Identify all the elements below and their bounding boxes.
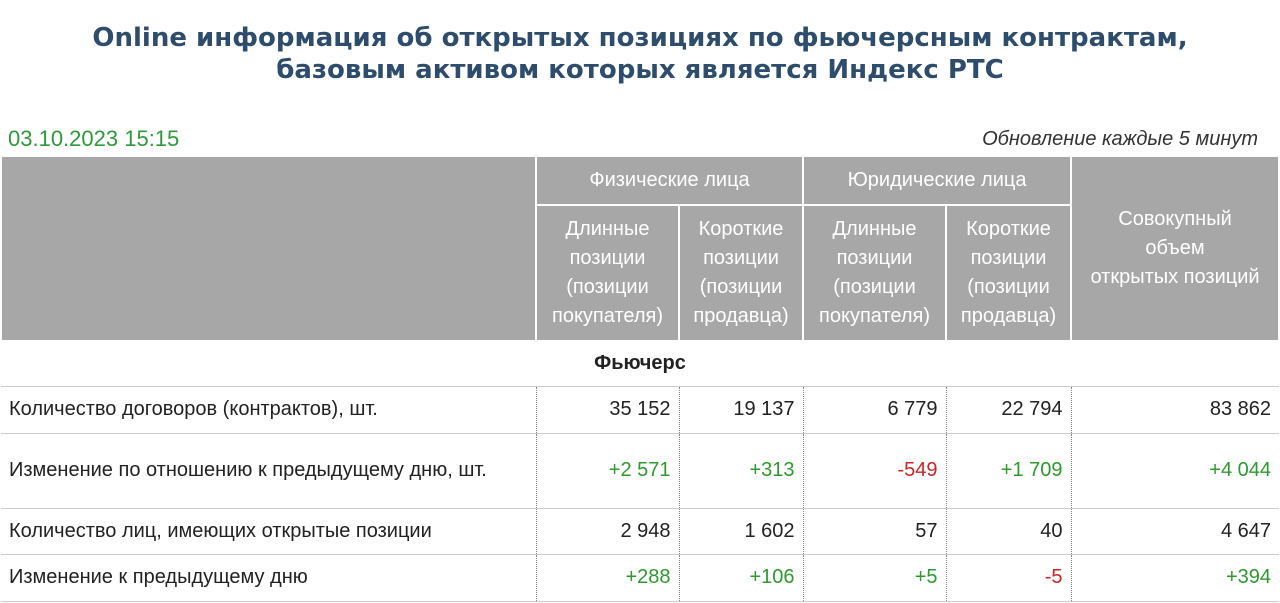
column-header: Короткие позиции (позиции продавца) [945,204,1073,342]
cell: 35 152 [535,386,679,434]
cell: +4 044 [1070,433,1280,509]
title: Online информация об открытых позициях п… [0,22,1280,86]
row-label: Количество лиц, имеющих открытые позиции [1,508,536,555]
column-header: Короткие позиции (позиции продавца) [677,204,805,342]
header-line: Совокупный [1118,208,1232,230]
header-line: (позиции [833,276,916,298]
header-line: (позиции [699,276,783,298]
header-line: покупателя) [819,305,931,327]
update-note: Обновление каждые 5 минут [982,128,1258,150]
cell: -5 [945,554,1072,602]
group-header: Юридические лица [802,155,1073,206]
header-empty [0,155,537,342]
row: Количество договоров (контрактов), шт. 35… [1,386,1280,434]
column-header: Длинные позиции (позиции покупателя) [802,204,948,342]
header-line: позиции [836,247,913,269]
cell: 1 602 [678,508,804,555]
header-line: объем [1145,237,1205,259]
header-line: Длинные [832,218,917,240]
cell: +106 [678,554,804,602]
cell: +394 [1070,554,1280,602]
cell: 83 862 [1070,386,1280,434]
header-line: Короткие [966,218,1051,240]
header-line: (позиции [566,276,649,298]
row-label: Количество договоров (контрактов), шт. [1,386,536,434]
header-line: (позиции [967,276,1050,298]
cell: +2 571 [535,433,679,509]
row-label: Изменение по отношению к предыдущему дню… [1,433,536,509]
row-label: Изменение к предыдущему дню [1,554,536,602]
cell: +288 [535,554,679,602]
header-line: открытых позиций [1090,266,1260,288]
cell: +313 [678,433,804,509]
cell: 19 137 [678,386,804,434]
title-line: Online информация об открытых позициях п… [92,23,1188,53]
header-line: позиции [970,247,1047,269]
cell: 22 794 [945,386,1072,434]
cell: 4 647 [1070,508,1280,555]
cell: 2 948 [535,508,679,555]
header-line: покупателя) [552,305,663,327]
column-header: Длинные позиции (позиции покупателя) [535,204,680,342]
header-line: продавца) [693,305,789,327]
timestamp: 03.10.2023 15:15 [8,126,180,151]
cell: +5 [802,554,947,602]
row: Количество лиц, имеющих открытые позиции… [1,508,1280,555]
group-header: Физические лица [534,155,805,206]
cell: -549 [802,433,947,509]
header-line: Длинные [565,218,650,240]
header-line: позиции [569,247,646,269]
cell: +1 709 [945,433,1072,509]
title-line: базовым активом которых является Индекс … [276,55,1004,85]
header-line: Короткие [698,218,784,240]
cell: 40 [945,508,1072,555]
header-line: продавца) [960,305,1057,327]
total-header: Совокупный объем открытых позиций [1070,155,1280,342]
row: Изменение к предыдущему дню +288 +106 +5 -5 +… [1,554,1280,602]
positions-table: Физические лица Юридические лица Совокуп… [0,155,1280,602]
cell: 6 779 [802,386,947,434]
cell: 57 [802,508,947,555]
row: Изменение по отношению к предыдущему дню… [1,433,1280,509]
section: Фьючерс [1,341,1280,387]
header-line: позиции [703,247,779,269]
